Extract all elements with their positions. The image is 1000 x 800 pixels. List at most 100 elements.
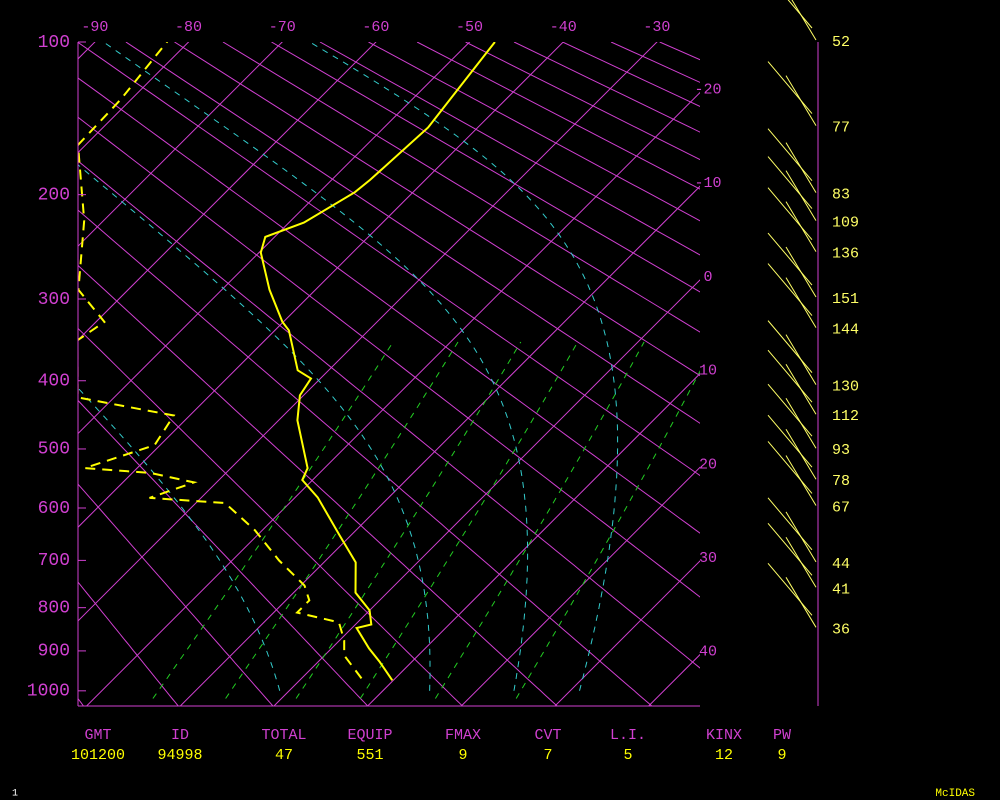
- y-tick-label: 300: [38, 290, 70, 310]
- dry-adiabat: [271, 42, 700, 293]
- x-tick-label: -80: [175, 19, 202, 36]
- dry-adiabat: [78, 77, 700, 534]
- isotherm-label: 10: [699, 363, 717, 380]
- dewpoint-line: [78, 42, 363, 680]
- page-number: 1: [12, 789, 18, 800]
- wind-label: 77: [832, 120, 850, 137]
- mixing-ratio-line: [359, 341, 579, 699]
- mixing-ratio-line: [152, 341, 394, 699]
- wind-barb: [767, 383, 813, 437]
- wind-barb: [767, 562, 813, 616]
- wind-label: 93: [832, 442, 850, 459]
- index-label: GMT: [84, 727, 111, 744]
- wind-label: 83: [832, 187, 850, 204]
- x-tick-label: -60: [362, 19, 389, 36]
- x-tick-label: -30: [643, 19, 670, 36]
- index-value: 12: [715, 747, 733, 764]
- wind-barb: [767, 497, 813, 551]
- index-value: 9: [458, 747, 467, 764]
- wind-label: 136: [832, 246, 859, 263]
- wind-label: 130: [832, 379, 859, 396]
- index-label: TOTAL: [261, 727, 306, 744]
- x-tick-label: -40: [550, 19, 577, 36]
- y-tick-label: 200: [38, 185, 70, 205]
- wind-barb: [767, 232, 813, 286]
- wind-label: 109: [832, 215, 859, 232]
- moist-adiabat: [78, 387, 281, 691]
- wind-label: 112: [832, 408, 859, 425]
- wind-barb: [767, 61, 813, 114]
- x-tick-label: -50: [456, 19, 483, 36]
- index-value: 47: [275, 747, 293, 764]
- index-value: 94998: [157, 747, 202, 764]
- dry-adiabat: [174, 42, 700, 377]
- mixing-ratio-line: [295, 341, 522, 699]
- moist-adiabat: [78, 164, 431, 691]
- index-value: 101200: [71, 747, 125, 764]
- isotherm-label: 40: [699, 644, 717, 661]
- isotherm: [85, 91, 700, 706]
- index-value: 5: [623, 747, 632, 764]
- wind-barb: [767, 320, 813, 373]
- wind-barb: [787, 0, 813, 29]
- wind-barb: [767, 441, 813, 494]
- y-tick-label: 600: [38, 499, 70, 519]
- y-tick-label: 900: [38, 642, 70, 662]
- isotherm: [78, 42, 564, 528]
- wind-barb: [767, 522, 813, 576]
- wind-label: 78: [832, 473, 850, 490]
- dry-adiabat: [125, 42, 700, 424]
- index-label: L.I.: [610, 727, 646, 744]
- isotherm: [78, 42, 377, 341]
- wind-label: 67: [832, 499, 850, 516]
- wind-label: 44: [832, 556, 850, 573]
- dry-adiabat: [78, 483, 274, 706]
- y-tick-label: 400: [38, 372, 70, 392]
- dry-adiabat: [78, 209, 653, 706]
- mixing-ratio-line: [225, 341, 459, 699]
- x-tick-label: -90: [81, 19, 108, 36]
- isotherm-label: -20: [694, 82, 721, 99]
- isotherm: [78, 42, 471, 435]
- y-tick-label: 100: [38, 33, 70, 53]
- dry-adiabat: [78, 264, 558, 706]
- index-label: CVT: [534, 727, 561, 744]
- isotherm: [78, 42, 658, 622]
- moist-adiabat: [309, 42, 619, 691]
- index-value: 9: [777, 747, 786, 764]
- wind-label: 36: [832, 621, 850, 638]
- index-label: KINX: [706, 727, 742, 744]
- wind-barb: [767, 156, 813, 209]
- moist-adiabat: [103, 42, 529, 691]
- dry-adiabat: [78, 581, 179, 706]
- wind-barb: [767, 263, 813, 316]
- wind-label: 41: [832, 581, 850, 598]
- mixing-ratio-line: [515, 370, 700, 699]
- y-tick-label: 700: [38, 551, 70, 571]
- index-label: FMAX: [445, 727, 481, 744]
- wind-label: 151: [832, 291, 859, 308]
- wind-barb: [767, 128, 813, 181]
- index-label: EQUIP: [347, 727, 392, 744]
- wind-barb: [767, 414, 813, 468]
- wind-label: 52: [832, 34, 850, 51]
- dry-adiabat: [78, 42, 700, 477]
- temperature-line: [259, 42, 496, 681]
- x-tick-label: -70: [269, 19, 296, 36]
- y-tick-label: 800: [38, 598, 70, 618]
- isotherm: [460, 466, 700, 706]
- mixing-ratio-line: [434, 341, 645, 699]
- dry-adiabat: [222, 42, 700, 333]
- isotherm: [78, 42, 190, 154]
- wind-barb: [767, 349, 813, 403]
- dry-adiabat: [78, 160, 700, 669]
- isotherm: [179, 185, 700, 706]
- isotherm-label: 20: [699, 456, 717, 473]
- source-label: McIDAS: [935, 788, 975, 800]
- isotherm-label: 0: [703, 269, 712, 286]
- index-value: 551: [356, 747, 383, 764]
- y-tick-label: 1000: [27, 682, 70, 702]
- dry-adiabat: [78, 399, 369, 706]
